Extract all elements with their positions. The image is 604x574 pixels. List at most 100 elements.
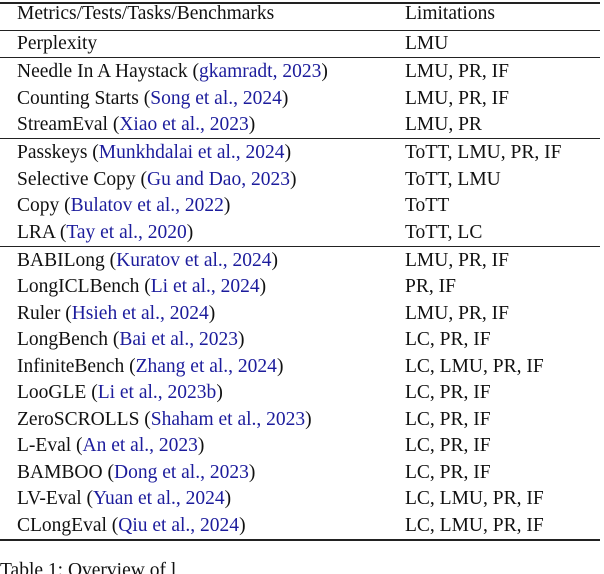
benchmark-cell: CLongEval (Qiu et al., 2024): [17, 514, 246, 536]
limitations-cell: LMU: [405, 33, 449, 54]
citation-link[interactable]: Qiu et al., 2024: [118, 514, 240, 536]
top-rule: [0, 2, 600, 4]
limitations-cell: LMU, PR, IF: [405, 61, 510, 82]
benchmark-name: LooGLE: [17, 382, 87, 403]
benchmark-cell: LRA (Tay et al., 2020): [17, 221, 194, 243]
benchmark-name: Passkeys: [17, 142, 88, 163]
header-metrics: Metrics/Tests/Tasks/Benchmarks: [17, 3, 275, 24]
limitations-cell: LC, PR, IF: [405, 435, 491, 456]
limitations-cell: LC, PR, IF: [405, 408, 491, 430]
limitations-cell: ToTT: [405, 195, 450, 216]
limitations-cell: LC, LMU, PR, IF: [405, 514, 544, 536]
benchmark-name: BABILong: [17, 249, 105, 271]
benchmark-cell: Passkeys (Munkhdalai et al., 2024): [17, 142, 292, 163]
table-row: ZeroSCROLLS (Shaham et al., 2023) LC, PR,…: [0, 407, 604, 433]
benchmark-name: LV-Eval: [17, 488, 82, 509]
citation-link[interactable]: Gu and Dao, 2023: [146, 168, 290, 190]
bottom-rule: [0, 538, 600, 541]
citation-link[interactable]: gkamradt, 2023: [198, 61, 322, 82]
table-row: BABILong (Kuratov et al., 2024) LMU, PR, …: [0, 248, 604, 274]
citation-link[interactable]: Tay et al., 2020: [66, 221, 187, 243]
benchmark-cell: LooGLE (Li et al., 2023b): [17, 382, 223, 403]
limitations-cell: PR, IF: [405, 276, 456, 297]
table-row: InfiniteBench (Zhang et al., 2024) LC, LM…: [0, 354, 604, 380]
benchmark-name: ZeroSCROLLS: [17, 408, 140, 430]
citation-link[interactable]: Kuratov et al., 2024: [116, 249, 272, 271]
benchmark-name: L-Eval: [17, 435, 72, 456]
header-limitations: Limitations: [405, 3, 495, 24]
table-caption: Table 1: Overview of l: [0, 560, 177, 574]
benchmark-name: Copy: [17, 195, 60, 216]
table-row: Passkeys (Munkhdalai et al., 2024) ToTT, …: [0, 140, 604, 166]
citation-link[interactable]: Hsieh et al., 2024: [71, 302, 209, 324]
benchmark-cell: Perplexity: [17, 31, 97, 57]
benchmark-cell: L-Eval (An et al., 2023): [17, 435, 205, 456]
table-row: Selective Copy (Gu and Dao, 2023) ToTT, L…: [0, 167, 604, 193]
benchmark-name: CLongEval: [17, 514, 107, 536]
benchmark-cell: Ruler (Hsieh et al., 2024): [17, 302, 216, 324]
table-row: L-Eval (An et al., 2023) LC, PR, IF: [0, 433, 604, 459]
table-row: LongBench (Bai et al., 2023) LC, PR, IF: [0, 327, 604, 353]
limitations-cell: LC, LMU, PR, IF: [405, 355, 544, 377]
table-row: Counting Starts (Song et al., 2024) LMU, …: [0, 86, 604, 112]
group-rule: [0, 138, 600, 139]
benchmark-name: StreamEval: [17, 114, 108, 135]
citation-link[interactable]: Li et al., 2023b: [97, 382, 217, 403]
citation-link[interactable]: Dong et al., 2023: [113, 461, 249, 483]
citation-link[interactable]: Zhang et al., 2024: [135, 355, 277, 377]
table-row: Needle In A Haystack (gkamradt, 2023) LMU…: [0, 59, 604, 85]
limitations-cell: ToTT, LC: [405, 221, 483, 243]
limitations-cell: LMU, PR, IF: [405, 302, 510, 324]
citation-link[interactable]: Yuan et al., 2024: [93, 488, 225, 509]
citation-link[interactable]: Bai et al., 2023: [119, 329, 238, 350]
table-row: LRA (Tay et al., 2020) ToTT, LC: [0, 220, 604, 246]
benchmark-cell: InfiniteBench (Zhang et al., 2024): [17, 355, 284, 377]
limitations-cell: LC, PR, IF: [405, 461, 491, 483]
table-row: Perplexity LMU: [0, 31, 604, 57]
limitations-cell: ToTT, LMU: [405, 168, 501, 190]
benchmark-cell: Copy (Bulatov et al., 2022): [17, 195, 231, 216]
header-rule: [0, 30, 600, 31]
citation-link[interactable]: Munkhdalai et al., 2024: [98, 142, 285, 163]
limitations-cell: LMU, PR, IF: [405, 87, 510, 109]
limitations-cell: LMU, PR: [405, 114, 482, 135]
table-row: LongICLBench (Li et al., 2024) PR, IF: [0, 274, 604, 300]
benchmark-name: Needle In A Haystack: [17, 61, 188, 82]
benchmark-cell: BAMBOO (Dong et al., 2023): [17, 461, 256, 483]
benchmark-cell: LongICLBench (Li et al., 2024): [17, 276, 267, 297]
citation-link[interactable]: Li et al., 2024: [150, 276, 260, 297]
benchmark-cell: LongBench (Bai et al., 2023): [17, 329, 245, 350]
citation-link[interactable]: Xiao et al., 2023: [119, 114, 249, 135]
benchmark-name: BAMBOO: [17, 461, 103, 483]
limitations-cell: LMU, PR, IF: [405, 249, 510, 271]
benchmark-name: Counting Starts: [17, 87, 139, 109]
table-row: Copy (Bulatov et al., 2022) ToTT: [0, 193, 604, 219]
group-rule: [0, 245, 600, 247]
citation-link[interactable]: Shaham et al., 2023: [150, 408, 306, 430]
benchmark-cell: BABILong (Kuratov et al., 2024): [17, 249, 279, 271]
table-row: LV-Eval (Yuan et al., 2024) LC, LMU, PR, …: [0, 486, 604, 512]
citation-link[interactable]: An et al., 2023: [82, 435, 198, 456]
limitations-cell: LC, PR, IF: [405, 329, 491, 350]
limitations-cell: ToTT, LMU, PR, IF: [405, 142, 562, 163]
table-row: BAMBOO (Dong et al., 2023) LC, PR, IF: [0, 460, 604, 486]
benchmark-cell: Selective Copy (Gu and Dao, 2023): [17, 168, 297, 190]
limitations-cell: LC, PR, IF: [405, 382, 491, 403]
table-row: StreamEval (Xiao et al., 2023) LMU, PR: [0, 112, 604, 138]
benchmark-cell: Counting Starts (Song et al., 2024): [17, 87, 289, 109]
header-row: Metrics/Tests/Tasks/Benchmarks Limitatio…: [0, 1, 604, 27]
table-row: CLongEval (Qiu et al., 2024) LC, LMU, PR,…: [0, 513, 604, 539]
benchmark-cell: Needle In A Haystack (gkamradt, 2023): [17, 61, 328, 82]
benchmark-cell: ZeroSCROLLS (Shaham et al., 2023): [17, 408, 312, 430]
benchmark-name: InfiniteBench: [17, 355, 125, 377]
benchmark-name: Perplexity: [17, 33, 98, 54]
benchmark-name: Ruler: [17, 302, 61, 324]
table-row: Ruler (Hsieh et al., 2024) LMU, PR, IF: [0, 301, 604, 327]
limitations-cell: LC, LMU, PR, IF: [405, 488, 544, 509]
citation-link[interactable]: Bulatov et al., 2022: [70, 195, 224, 216]
benchmark-name: LongICLBench: [17, 276, 140, 297]
benchmark-name: LongBench: [17, 329, 108, 350]
benchmark-cell: LV-Eval (Yuan et al., 2024): [17, 488, 232, 509]
citation-link[interactable]: Song et al., 2024: [150, 87, 282, 109]
